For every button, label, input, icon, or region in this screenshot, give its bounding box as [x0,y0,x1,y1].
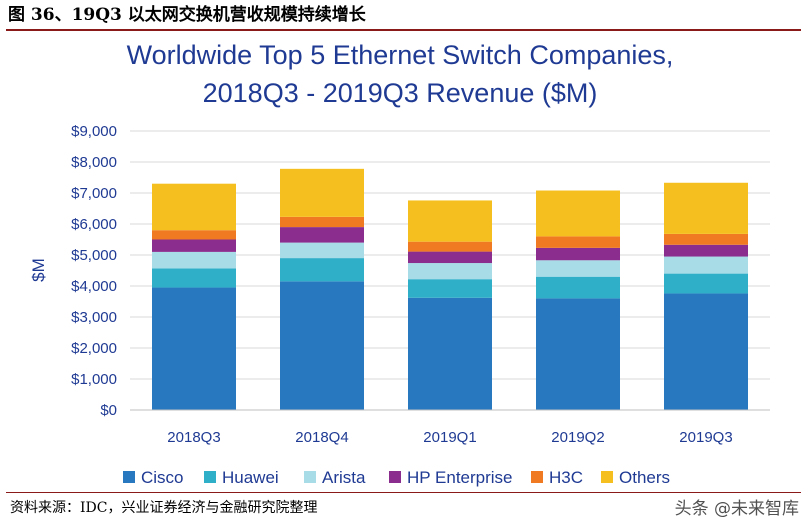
bars [130,168,770,411]
y-axis-ticks: $0 $1,000 $2,000 $3,000 $4,000 $5,000 $6,000 $7… [71,123,117,419]
source-rule [6,492,801,493]
x-axis-ticks: 2018Q3 2018Q4 2019Q1 2019Q2 2019Q3 [167,429,732,446]
bar-segment-others [408,200,492,242]
stacked-bar-chart: Worldwide Top 5 Ethernet Switch Companie… [29,40,770,487]
x-tick-label: 2018Q3 [167,429,220,446]
bar-segment-huawei [664,273,748,294]
legend-swatch [601,471,613,483]
bar-segment-arista [536,260,620,277]
bar-segment-arista [664,256,748,274]
bar-segment-arista [152,251,236,269]
legend-swatch [389,471,401,483]
bar-segment-hp-enterprise [664,244,748,257]
bar-segment-cisco [536,298,620,410]
figure-caption: 图 36、19Q3 以太网交换机营收规模持续增长 [8,5,366,25]
bar-segment-h3c [536,236,620,248]
y-axis-title: $M [29,258,48,282]
bar-segment-cisco [408,297,492,410]
bar-segment-arista [408,263,492,280]
x-tick-label: 2018Q4 [295,429,348,446]
legend-label: Cisco [141,468,184,487]
bar-segment-others [536,190,620,237]
bar-segment-arista [280,242,364,259]
legend: Cisco Huawei Arista HP Enterprise H3C Others [123,468,670,487]
y-tick-label: $8,000 [71,154,117,171]
y-tick-label: $4,000 [71,278,117,295]
bar-segment-h3c [664,233,748,245]
bar-segment-cisco [152,287,236,410]
bar-segment-cisco [664,293,748,410]
y-tick-label: $7,000 [71,185,117,202]
x-tick-label: 2019Q1 [423,429,476,446]
legend-swatch [531,471,543,483]
x-tick-label: 2019Q3 [679,429,732,446]
bar-segment-others [152,183,236,231]
legend-label: HP Enterprise [407,468,513,487]
legend-label: H3C [549,468,583,487]
legend-swatch [123,471,135,483]
y-tick-label: $6,000 [71,216,117,233]
bar-segment-h3c [280,216,364,228]
y-axis-label: $M [29,258,48,282]
bar-segment-others [664,182,748,234]
legend-label: Others [619,468,670,487]
y-tick-label: $3,000 [71,309,117,326]
y-tick-label: $5,000 [71,247,117,264]
bar-segment-h3c [152,230,236,240]
bar-segment-h3c [408,241,492,252]
bar-segment-huawei [280,258,364,282]
chart-title-line: Worldwide Top 5 Ethernet Switch Companie… [127,40,674,70]
legend-label: Arista [322,468,366,487]
y-tick-label: $9,000 [71,123,117,140]
y-tick-label: $1,000 [71,371,117,388]
legend-swatch [204,471,216,483]
source-note: 资料来源：IDC，兴业证券经济与金融研究院整理 [10,500,318,516]
bar-segment-huawei [408,279,492,298]
bar-segment-hp-enterprise [280,227,364,243]
bar-segment-huawei [536,276,620,299]
watermark: 头条 @未来智库 [674,499,799,519]
legend-swatch [304,471,316,483]
bar-segment-cisco [280,281,364,410]
bar-segment-huawei [152,268,236,288]
bar-segment-hp-enterprise [408,251,492,264]
chart-title-line: 2018Q3 - 2019Q3 Revenue ($M) [203,78,598,108]
bar-segment-others [280,168,364,217]
y-tick-label: $0 [100,402,117,419]
bar-segment-hp-enterprise [536,247,620,261]
chart-title: Worldwide Top 5 Ethernet Switch Companie… [127,40,674,108]
x-tick-label: 2019Q2 [551,429,604,446]
caption-rule [6,29,801,31]
y-tick-label: $2,000 [71,340,117,357]
legend-label: Huawei [222,468,279,487]
bar-segment-hp-enterprise [152,239,236,252]
